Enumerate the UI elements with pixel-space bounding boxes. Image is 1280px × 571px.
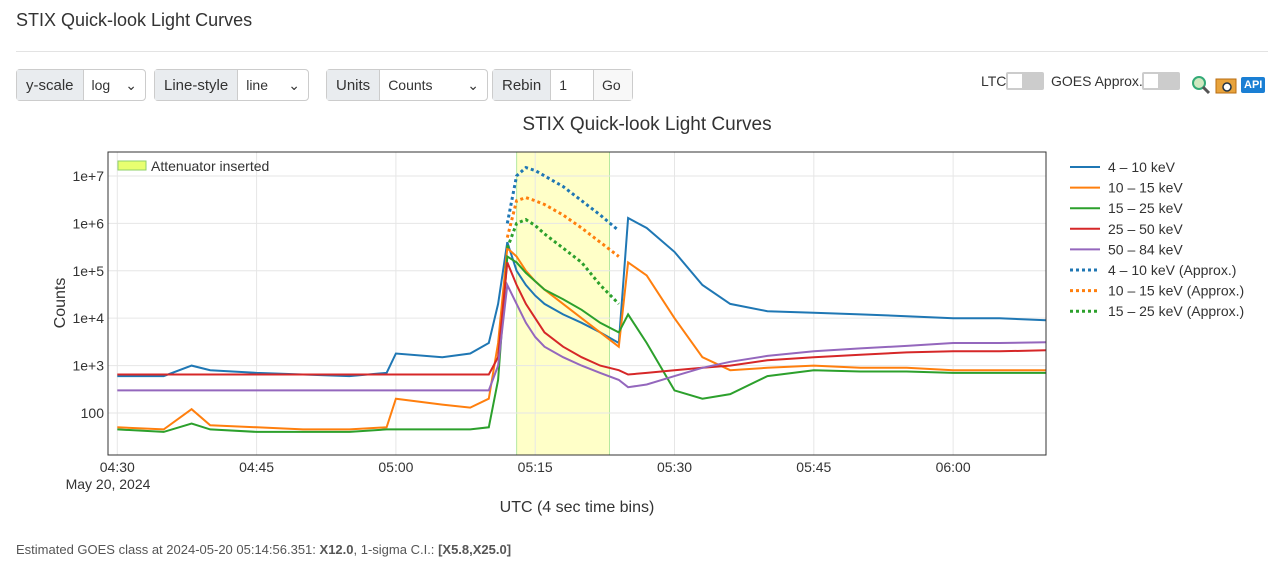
value: Counts <box>388 77 433 93</box>
select[interactable]: Counts ⌄ <box>388 76 479 94</box>
series-line <box>117 262 1047 376</box>
series-line <box>505 196 620 258</box>
legend-label: 4 – 10 keV <box>1108 159 1176 175</box>
value: log <box>91 77 111 93</box>
x-date-label: May 20, 2024 <box>66 476 151 492</box>
x-tick-label: 06:00 <box>936 459 971 475</box>
divider <box>16 51 1268 52</box>
legend-label: 10 – 15 keV <box>1108 180 1183 196</box>
y-tick-label: 1e+3 <box>72 358 104 374</box>
label: Line-style <box>155 70 239 100</box>
chart-title: STIX Quick-look Light Curves <box>522 114 771 135</box>
y-tick-label: 100 <box>81 405 105 421</box>
folder-icon[interactable] <box>1215 75 1237 95</box>
api-button[interactable]: API <box>1241 77 1266 93</box>
x-tick-label: 05:00 <box>378 459 413 475</box>
x-tick-label: 04:45 <box>239 459 274 475</box>
select[interactable]: line ⌄ <box>246 76 300 94</box>
zoom-icon[interactable] <box>1190 75 1212 95</box>
page-title: STIX Quick-look Light Curves <box>16 10 253 30</box>
y-axis-label: Counts <box>52 278 69 329</box>
ltc-label: LTC <box>981 73 1007 89</box>
series-line <box>505 217 620 305</box>
y-tick-label: 1e+7 <box>72 168 104 184</box>
goes-estimate: Estimated GOES class at 2024-05-20 05:14… <box>16 542 511 557</box>
plot-frame <box>107 151 1047 456</box>
ltc-toggle[interactable] <box>1006 72 1044 90</box>
rebin-control: Rebin 1 Go <box>492 69 633 101</box>
x-tick-label: 05:30 <box>657 459 692 475</box>
series-line <box>117 254 1046 433</box>
x-tick-label: 04:30 <box>100 459 135 475</box>
y-tick-label: 1e+5 <box>72 263 104 279</box>
x-tick-label: 05:15 <box>518 459 553 475</box>
chart: STIX Quick-look Light Curves UTC (4 sec … <box>52 114 1244 516</box>
goes-class: X12.0 <box>319 542 354 557</box>
attenuator-swatch <box>117 160 147 171</box>
y-tick-label: 1e+6 <box>72 215 104 231</box>
x-tick-label: 05:45 <box>796 459 831 475</box>
linestyle-control: Line-style line ⌄ <box>154 69 309 101</box>
legend-label: 50 – 84 keV <box>1108 241 1183 257</box>
go-button[interactable]: Go <box>594 70 632 100</box>
text: Estimated GOES class at 2024-05-20 05:14… <box>16 542 316 557</box>
confidence-interval: [X5.8,X25.0] <box>438 542 512 557</box>
goes-label: GOES Approx. <box>1051 73 1143 89</box>
legend-label: 15 – 25 keV <box>1108 200 1183 216</box>
text: , 1-sigma C.I.: <box>353 542 435 557</box>
x-axis-label: UTC (4 sec time bins) <box>500 499 655 516</box>
legend-label: 10 – 15 keV (Approx.) <box>1108 283 1244 299</box>
label: Rebin <box>493 70 552 100</box>
select[interactable]: log ⌄ <box>91 76 137 94</box>
legend-label: 4 – 10 keV (Approx.) <box>1108 262 1236 278</box>
legend-label: 25 – 50 keV <box>1108 221 1183 237</box>
label: y-scale <box>17 70 84 100</box>
label: Units <box>327 70 381 100</box>
yscale-control: y-scale log ⌄ <box>16 69 146 101</box>
input[interactable]: 1 <box>551 70 594 100</box>
value: line <box>246 77 268 93</box>
legend-label: 15 – 25 keV (Approx.) <box>1108 303 1244 319</box>
units-control: Units Counts ⌄ <box>326 69 488 101</box>
attenuator-label: Attenuator inserted <box>151 158 269 174</box>
y-tick-label: 1e+4 <box>72 310 104 326</box>
series-line <box>117 281 1047 392</box>
goes-toggle[interactable] <box>1142 72 1180 90</box>
